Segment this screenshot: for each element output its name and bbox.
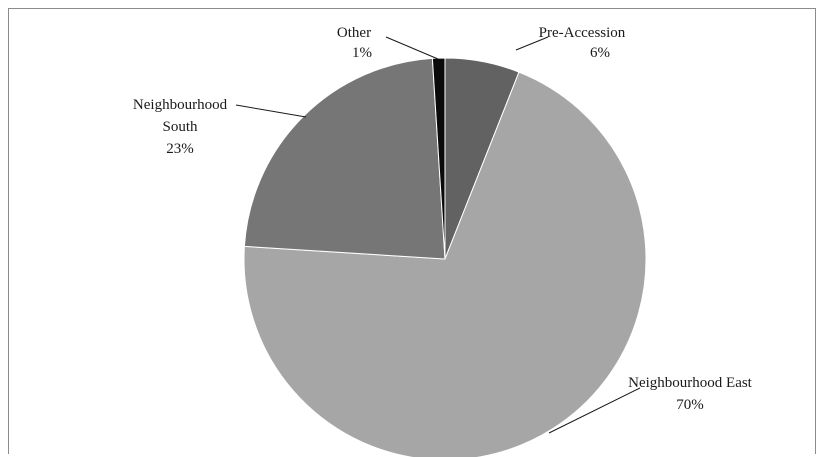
slice-percent-other: 1% (352, 45, 372, 61)
slice-name-neighbourhood-east: Neighbourhood East (628, 375, 753, 391)
slice-name-neighbourhood-south: Neighbourhood (133, 97, 228, 113)
pie-slices (243, 57, 647, 457)
leader-line-neighbourhood-south (235, 104, 307, 118)
slice-name-other: Other (337, 25, 371, 41)
leader-line-other (385, 36, 439, 60)
slice-name-pre-accession: Pre-Accession (539, 25, 626, 41)
pie-slice-neighbourhood-south (243, 57, 446, 260)
pie-slice-neighbourhood-east (243, 71, 647, 457)
leader-line-neighbourhood-east (548, 387, 641, 434)
slice-percent-pre-accession: 6% (590, 45, 610, 61)
pie-labels: Pre-Accession 6% Neighbourhood East 70% Neig… (133, 25, 753, 434)
pie-slice-other (431, 57, 446, 260)
leader-line-pre-accession (515, 36, 549, 51)
slice-percent-neighbourhood-east: 70% (676, 397, 704, 413)
slice-percent-neighbourhood-south: 23% (166, 141, 194, 157)
slice-name-neighbourhood-south: South (162, 119, 198, 135)
